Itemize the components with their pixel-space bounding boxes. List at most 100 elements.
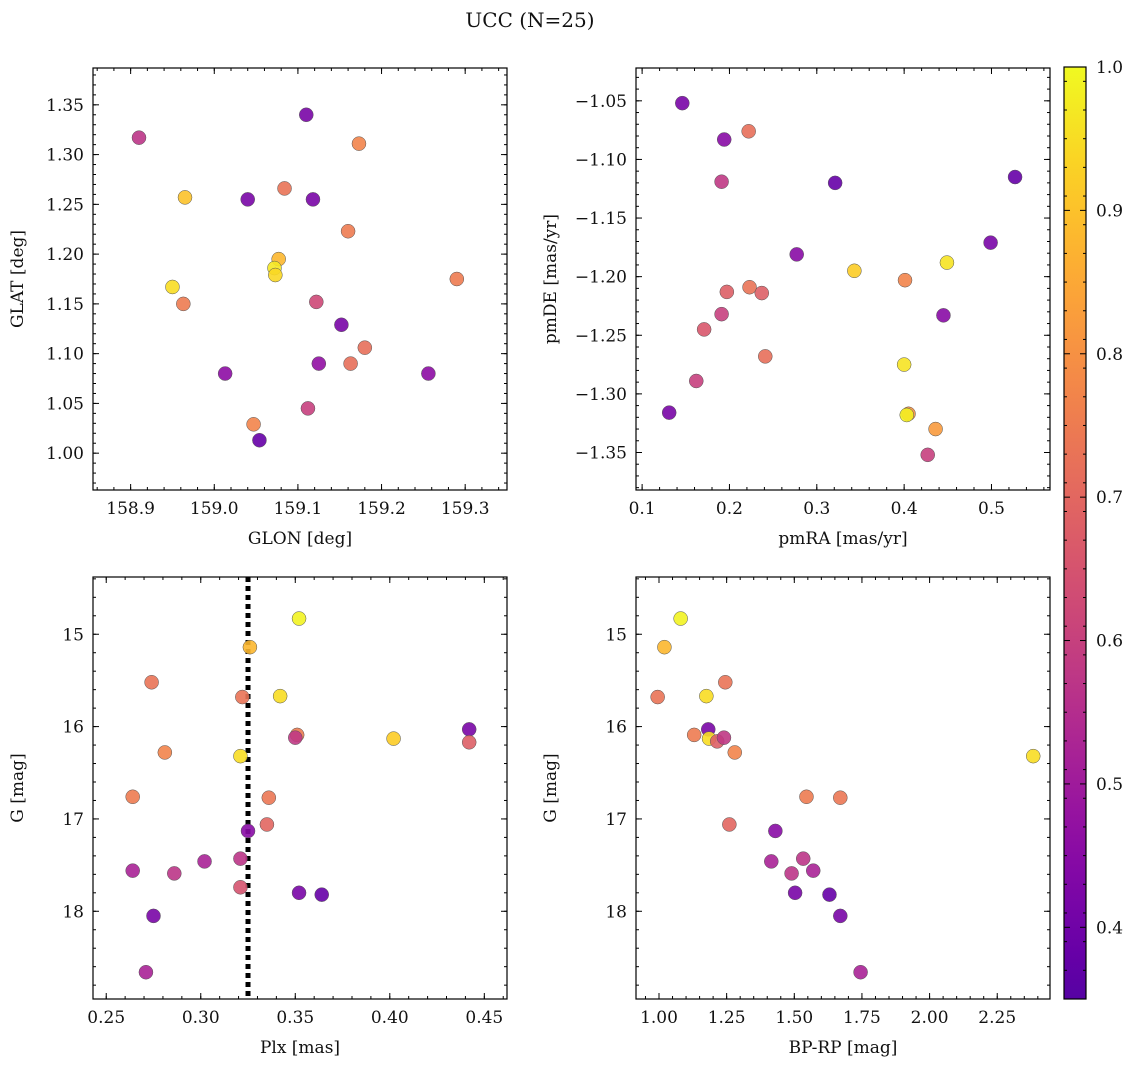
colorbar-tick-label: 0.8 <box>1096 345 1123 365</box>
scatter-point <box>167 866 182 881</box>
scatter-point <box>727 745 743 760</box>
scatter-point <box>300 401 316 416</box>
panel-2: 0.1 0.2 0.3 0.4 0.5 −1.35 −1.30 −1.25 −1.20 −1.15… <box>541 67 1051 549</box>
scatter-point <box>936 308 951 323</box>
scatter-point <box>939 255 955 270</box>
scatter-point <box>291 611 307 626</box>
scatter-point <box>421 366 436 381</box>
x-axis-label: Plx [mas] <box>260 1038 340 1058</box>
scatter-point <box>784 866 799 881</box>
scatter-point <box>853 964 868 980</box>
colorbar-frame <box>1063 66 1087 1000</box>
plot-frame <box>635 576 1051 1000</box>
scatter-point <box>657 639 672 655</box>
colorbar-tick-label: 0.5 <box>1096 775 1123 795</box>
y-tick-label: 1.00 <box>46 444 84 464</box>
scatter-point <box>165 279 180 295</box>
x-tick-label: 1.00 <box>640 1008 678 1028</box>
y-tick-label: −1.05 <box>575 92 627 112</box>
scatter-point <box>357 340 373 355</box>
colorbar-tick-label: 1.0 <box>1096 58 1123 78</box>
y-tick-label: 1.15 <box>46 295 84 315</box>
scatter-point <box>233 851 248 866</box>
scatter-point <box>805 863 821 878</box>
scatter-point <box>661 405 677 420</box>
scatter-point <box>799 789 814 805</box>
scatter-point <box>343 356 358 371</box>
scatter-point <box>351 136 367 151</box>
scatter-point <box>299 107 314 123</box>
x-tick-label: 159.1 <box>274 499 323 519</box>
scatter-point <box>157 745 173 760</box>
scatter-point <box>822 887 837 902</box>
scatter-point <box>768 823 783 839</box>
plot-frame <box>635 67 1051 491</box>
scatter-point <box>272 688 288 704</box>
scatter-point <box>686 727 702 743</box>
scatter-point <box>125 789 140 805</box>
scatter-point <box>833 908 848 924</box>
plot-frame <box>92 67 508 491</box>
scatter-point <box>309 294 324 310</box>
x-tick-label: 2.00 <box>911 1008 949 1028</box>
y-tick-label: 1.30 <box>46 146 84 166</box>
scatter-point <box>689 373 704 389</box>
y-axis-label: G [mag] <box>8 753 28 822</box>
y-tick-label: 17 <box>605 810 627 830</box>
scatter-point <box>334 317 349 333</box>
x-tick-label: 0.40 <box>371 1008 409 1028</box>
y-tick-label: 1.10 <box>46 345 84 365</box>
scatter-point <box>176 296 191 312</box>
scatter-point <box>789 247 804 262</box>
scatter-point <box>716 730 732 745</box>
x-tick-label: 1.75 <box>843 1008 881 1028</box>
y-tick-label: −1.15 <box>575 209 627 229</box>
x-tick-label: 1.25 <box>708 1008 746 1028</box>
scatter-point <box>177 190 193 205</box>
y-tick-label: 1.25 <box>46 195 84 215</box>
y-axis-label: G [mag] <box>541 753 561 822</box>
scatter-point <box>138 964 154 980</box>
scatter-point <box>240 192 255 207</box>
y-tick-label: −1.20 <box>575 268 627 288</box>
scatter-point <box>305 192 321 207</box>
scatter-point <box>291 885 307 901</box>
x-tick-label: 0.3 <box>803 499 830 519</box>
y-tick-label: −1.35 <box>575 443 627 463</box>
panel-4: 1.00 1.25 1.50 1.75 2.00 2.25 15 16 17 18 BP-RP [m… <box>541 576 1051 1058</box>
x-tick-label: 0.45 <box>465 1008 503 1028</box>
scatter-point <box>340 223 356 239</box>
scatter-point <box>235 689 250 705</box>
y-tick-label: 1.05 <box>46 394 84 414</box>
scatter-point <box>742 279 757 295</box>
scatter-point <box>758 349 773 364</box>
x-tick-label: 2.25 <box>978 1008 1016 1028</box>
scatter-point <box>714 174 729 189</box>
scatter-point <box>131 130 147 145</box>
x-tick-label: 0.1 <box>629 499 656 519</box>
scatter-point <box>714 306 729 322</box>
scatter-point <box>240 823 256 839</box>
scatter-point <box>675 95 690 111</box>
x-tick-label: 0.25 <box>87 1008 125 1028</box>
scatter-point <box>144 675 159 690</box>
scatter-point <box>699 688 714 704</box>
scatter-point <box>983 235 998 250</box>
scatter-point <box>896 357 912 372</box>
scatter-point <box>233 880 248 895</box>
scatter-point <box>764 854 779 869</box>
x-tick-label: 0.4 <box>891 499 918 519</box>
scatter-point <box>461 722 477 737</box>
x-axis-label: GLON [deg] <box>248 529 352 549</box>
y-tick-label: −1.30 <box>575 385 627 405</box>
scatter-point <box>217 366 233 381</box>
panel-3: 0.25 0.30 0.35 0.40 0.45 15 16 17 18 Plx [mas] G [… <box>8 576 508 1058</box>
y-tick-label: 18 <box>62 902 84 922</box>
scatter-point <box>233 748 248 764</box>
x-tick-label: 159.3 <box>441 499 490 519</box>
x-tick-label: 0.2 <box>716 499 743 519</box>
scatter-point <box>650 689 665 705</box>
plot-frame <box>92 576 508 1000</box>
figure-title: UCC (N=25) <box>465 8 594 32</box>
scatter-point <box>787 885 803 901</box>
